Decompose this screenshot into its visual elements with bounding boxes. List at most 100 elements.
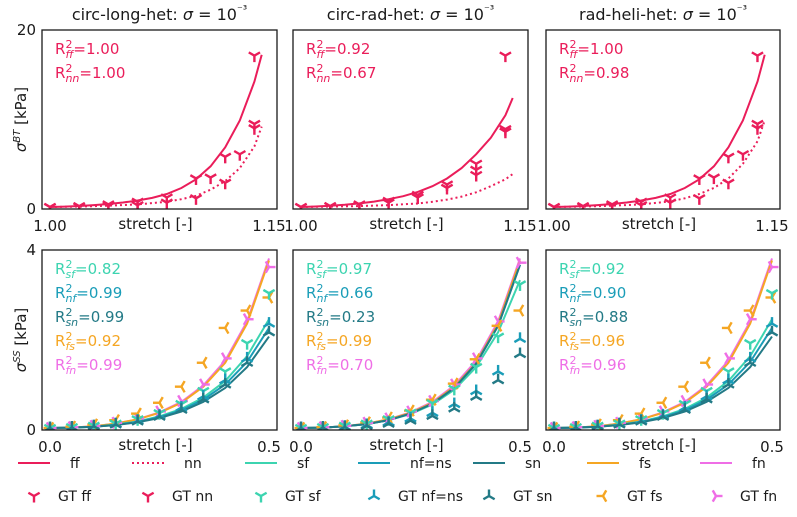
- marker-GT-ff: [707, 173, 721, 185]
- marker-GT-ff: [722, 152, 735, 164]
- legend-item-ff: ff: [18, 456, 80, 472]
- panel-title: circ-long-het: σ = 10⁻³: [72, 3, 247, 24]
- legend-label: GT ff: [58, 489, 91, 505]
- marker-GT-sn: [109, 418, 122, 429]
- marker-GT-sn: [175, 403, 188, 415]
- marker-GT-nn: [218, 178, 232, 190]
- marker-GT-ff: [218, 152, 232, 164]
- marker-GT-fn: [767, 260, 779, 274]
- x-tick-label: 1.00: [537, 217, 570, 235]
- r2-label-sf: R2 sf=0.97: [306, 258, 372, 281]
- panel-title: circ-rad-het: σ = 10⁻³: [327, 3, 494, 24]
- x-tick-label: 1.15: [755, 217, 788, 235]
- x-tick-label: 1.00: [284, 217, 317, 235]
- marker-GT-sn: [382, 417, 395, 428]
- panel-2: circ-rad-het: σ = 10⁻³ 1.00 1.15 stretch [-…: [284, 3, 536, 235]
- x-tick-label: 0.5: [760, 438, 784, 456]
- marker-GT-sn: [469, 390, 483, 401]
- legend-item-sn: sn: [473, 456, 541, 472]
- marker-GT-sn: [240, 356, 254, 368]
- marker-GT-sf: [262, 288, 276, 300]
- marker-GT-sn: [613, 418, 626, 429]
- marker-GT-nn: [102, 201, 115, 209]
- marker-GT-nn: [469, 170, 483, 182]
- marker-GT-ff: [233, 149, 247, 161]
- plot-area: [294, 51, 514, 209]
- marker-GT-fs: [743, 304, 755, 317]
- axes-frame: [41, 29, 278, 210]
- plot-area: [294, 256, 527, 430]
- marker-GT-sn: [634, 414, 648, 426]
- legend-marker: [596, 489, 608, 503]
- marker-GT-fs: [721, 321, 733, 335]
- marker-GT-sn: [765, 325, 779, 337]
- axes-frame: [292, 249, 529, 431]
- legend-item-GT-fs: GT fs: [596, 489, 663, 505]
- marker-GT-nn: [353, 200, 366, 209]
- legend-marker: [367, 489, 381, 501]
- marker-GT-nn: [605, 201, 619, 209]
- marker-GT-nn: [664, 198, 677, 209]
- marker-GT-ff: [693, 174, 706, 185]
- panel-title: rad-heli-het: σ = 10⁻³: [579, 3, 747, 24]
- marker-GT-fn: [724, 352, 735, 365]
- legend-item-GT-nf=ns: GT nf=ns: [367, 489, 463, 505]
- marker-GT-sn: [448, 401, 461, 413]
- marker-GT-nf=ns: [262, 317, 276, 328]
- marker-GT-fn: [515, 256, 527, 269]
- r2-label-fn: R2 fn=0.99: [55, 354, 122, 377]
- marker-GT-sn: [722, 378, 735, 389]
- marker-GT-sn: [131, 414, 144, 426]
- marker-GT-nn: [722, 178, 735, 190]
- y-axis-label: σSS [kPa]: [12, 308, 30, 373]
- r2-label-sf: R2 sf=0.92: [559, 258, 625, 281]
- x-tick-label: 0.0: [38, 438, 62, 456]
- marker-GT-fs: [174, 380, 186, 393]
- legend-item-sf: sf: [245, 456, 310, 472]
- plot-area: [547, 51, 766, 209]
- x-axis-label: stretch [-]: [369, 215, 443, 233]
- marker-GT-nf=ns: [491, 364, 505, 376]
- marker-GT-sn: [218, 378, 232, 389]
- curve-sf: [300, 279, 521, 429]
- marker-GT-ff: [751, 51, 764, 63]
- r2-label-sn: R2 sn=0.99: [55, 306, 124, 329]
- marker-GT-sn: [197, 392, 210, 404]
- axes-frame: [545, 249, 781, 431]
- x-tick-label: 1.15: [252, 217, 285, 235]
- marker-GT-sn: [426, 409, 439, 421]
- legend-marker: [711, 489, 723, 503]
- marker-GT-sn: [513, 347, 527, 359]
- x-axis-label: stretch [-]: [369, 436, 443, 454]
- legend-label: nf=ns: [410, 456, 452, 472]
- r2-label-fn: R2 fn=0.96: [559, 354, 626, 377]
- marker-GT-nn: [411, 193, 425, 204]
- marker-GT-fs: [218, 321, 230, 335]
- marker-GT-nn: [576, 202, 590, 209]
- marker-GT-nn: [72, 202, 86, 209]
- marker-GT-sn: [700, 392, 713, 404]
- x-axis-label: stretch [-]: [622, 436, 696, 454]
- marker-GT-nn: [248, 123, 261, 135]
- marker-GT-fs: [196, 356, 208, 369]
- r2-label-fs: R2 fs=0.99: [306, 330, 372, 353]
- legend-item-fs: fs: [587, 456, 651, 472]
- marker-GT-nn: [547, 202, 561, 209]
- marker-GT-sn: [656, 410, 670, 421]
- axes-frame: [41, 249, 278, 431]
- r2-label-sf: R2 sf=0.82: [55, 258, 121, 281]
- x-tick-label: 0.0: [542, 438, 566, 456]
- legend-marker: [27, 491, 41, 503]
- marker-GT-fn: [242, 313, 254, 326]
- y-axis-label: σBT [kPa]: [12, 87, 30, 152]
- marker-GT-nn: [499, 124, 512, 136]
- x-tick-label: 1.00: [33, 217, 66, 235]
- r2-label-sn: R2 sn=0.88: [559, 306, 628, 329]
- legend-label: sf: [297, 456, 310, 472]
- legend: ff nn sf nf=ns sn fs fn GT ff GT nn GT sf GT nf=ns…: [18, 456, 777, 505]
- plot-area: [43, 258, 276, 430]
- legend-item-nf=ns: nf=ns: [358, 456, 452, 472]
